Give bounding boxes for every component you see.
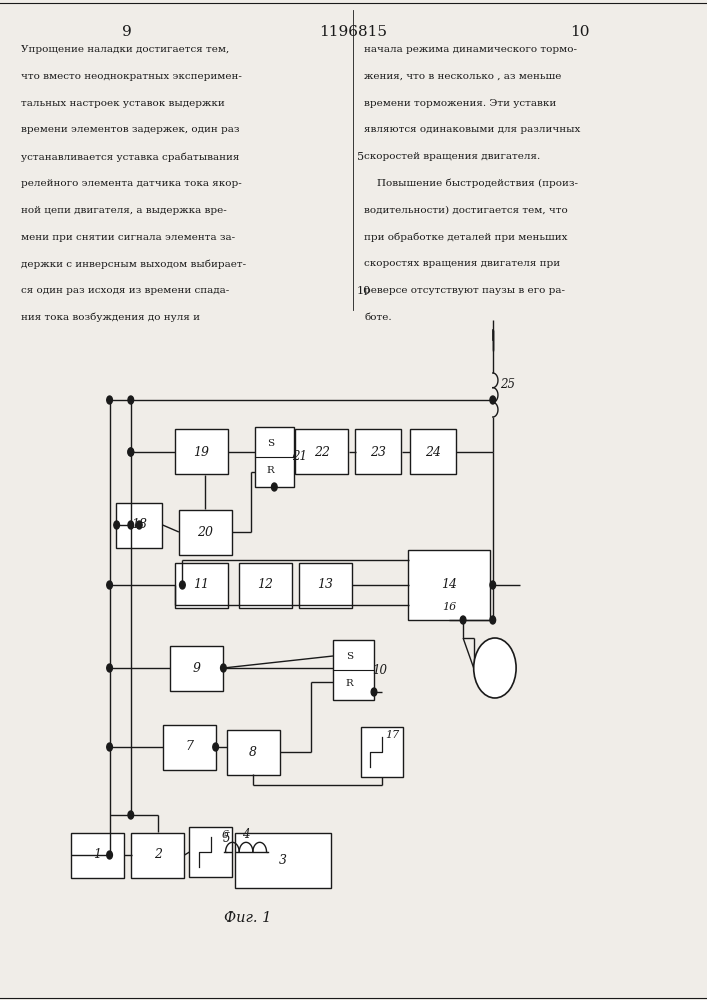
Circle shape [460,616,466,624]
Circle shape [474,638,516,698]
Text: держки с инверсным выходом выбирает-: держки с инверсным выходом выбирает- [21,259,246,269]
Text: Повышение быстродействия (произ-: Повышение быстродействия (произ- [364,179,578,188]
Text: при обработке деталей при меньших: при обработке деталей при меньших [364,233,568,242]
Text: 2: 2 [153,848,162,861]
Circle shape [221,664,226,672]
Text: S: S [267,439,274,448]
Text: ся один раз исходя из времени спада-: ся один раз исходя из времени спада- [21,286,230,295]
Text: водительности) достигается тем, что: водительности) достигается тем, что [364,206,568,215]
Text: 21: 21 [292,450,307,464]
Text: времени элементов задержек, один раз: времени элементов задержек, один раз [21,125,240,134]
Text: устанавливается уставка срабатывания: устанавливается уставка срабатывания [21,152,240,162]
Text: 10: 10 [570,25,590,39]
Bar [409,429,455,474]
Circle shape [490,616,496,624]
Text: 9: 9 [122,25,132,39]
Circle shape [107,851,112,859]
Circle shape [114,521,119,529]
Bar [131,832,184,878]
Text: S: S [346,652,353,661]
Circle shape [180,581,185,589]
Text: начала режима динамического тормо-: начала режима динамического тормо- [364,45,577,54]
Circle shape [107,664,112,672]
Text: реверсе отсутствуют паузы в его ра-: реверсе отсутствуют паузы в его ра- [364,286,565,295]
Text: времени торможения. Эти уставки: времени торможения. Эти уставки [364,99,556,108]
Text: 10: 10 [373,664,387,676]
Text: 5: 5 [223,832,230,845]
Bar [116,503,162,548]
Text: 1196815: 1196815 [320,25,387,39]
Bar [333,640,374,700]
Bar [175,562,228,608]
Bar [178,510,232,554]
Circle shape [107,396,112,404]
Text: 16: 16 [442,602,456,612]
Circle shape [128,811,134,819]
Text: 24: 24 [425,446,440,458]
Text: тальных настроек уставок выдержки: тальных настроек уставок выдержки [21,99,225,108]
Bar [355,429,402,474]
Text: 12: 12 [257,578,273,591]
Text: 17: 17 [385,730,399,740]
Circle shape [490,581,496,589]
Text: релейного элемента датчика тока якор-: релейного элемента датчика тока якор- [21,179,242,188]
Text: 3: 3 [279,854,287,866]
Text: 14: 14 [441,578,457,591]
Text: 20: 20 [197,526,213,538]
Text: 1: 1 [93,848,102,861]
Text: 7: 7 [185,740,194,754]
Circle shape [128,521,134,529]
Text: 25: 25 [500,377,515,390]
Text: скоростях вращения двигателя при: скоростях вращения двигателя при [364,259,560,268]
Bar [71,832,124,878]
Bar [255,427,293,487]
Text: R: R [267,466,274,475]
Text: 22: 22 [314,446,329,458]
Circle shape [371,688,377,696]
Circle shape [128,448,134,456]
Circle shape [107,743,112,751]
Text: 5: 5 [357,152,364,162]
Bar [295,429,348,474]
Text: 10: 10 [357,286,371,296]
Text: 18: 18 [132,518,147,532]
Text: являются одинаковыми для различных: являются одинаковыми для различных [364,125,580,134]
Text: 23: 23 [370,446,386,458]
Text: ния тока возбуждения до нуля и: ния тока возбуждения до нуля и [21,313,200,322]
Circle shape [128,448,134,456]
Text: жения, что в несколько , аз меньше: жения, что в несколько , аз меньше [364,72,561,81]
Bar [175,429,228,474]
Bar [238,562,291,608]
Text: 19: 19 [194,446,209,458]
Text: боте.: боте. [364,313,392,322]
Bar [409,550,489,620]
Bar [361,727,403,777]
Text: ной цепи двигателя, а выдержка вре-: ной цепи двигателя, а выдержка вре- [21,206,227,215]
Bar [235,832,330,888]
Bar [226,730,279,774]
Circle shape [490,396,496,404]
Text: 15: 15 [487,662,503,674]
Text: 6: 6 [221,830,228,840]
Circle shape [271,483,277,491]
Bar [189,827,232,877]
Text: 13: 13 [317,578,333,591]
Text: 11: 11 [194,578,209,591]
Circle shape [213,743,218,751]
Circle shape [107,581,112,589]
Text: скоростей вращения двигателя.: скоростей вращения двигателя. [364,152,540,161]
Circle shape [136,521,142,529]
Bar [170,646,223,690]
Text: Упрощение наладки достигается тем,: Упрощение наладки достигается тем, [21,45,230,54]
Text: что вместо неоднократных эксперимен-: что вместо неоднократных эксперимен- [21,72,242,81]
Bar [163,724,216,770]
Circle shape [128,396,134,404]
Bar [298,562,351,608]
Text: R: R [346,679,354,688]
Text: 8: 8 [249,746,257,758]
Text: Фиг. 1: Фиг. 1 [223,911,271,925]
Text: 4: 4 [243,828,250,841]
Text: мени при снятии сигнала элемента за-: мени при снятии сигнала элемента за- [21,233,235,242]
Text: 9: 9 [192,662,201,674]
